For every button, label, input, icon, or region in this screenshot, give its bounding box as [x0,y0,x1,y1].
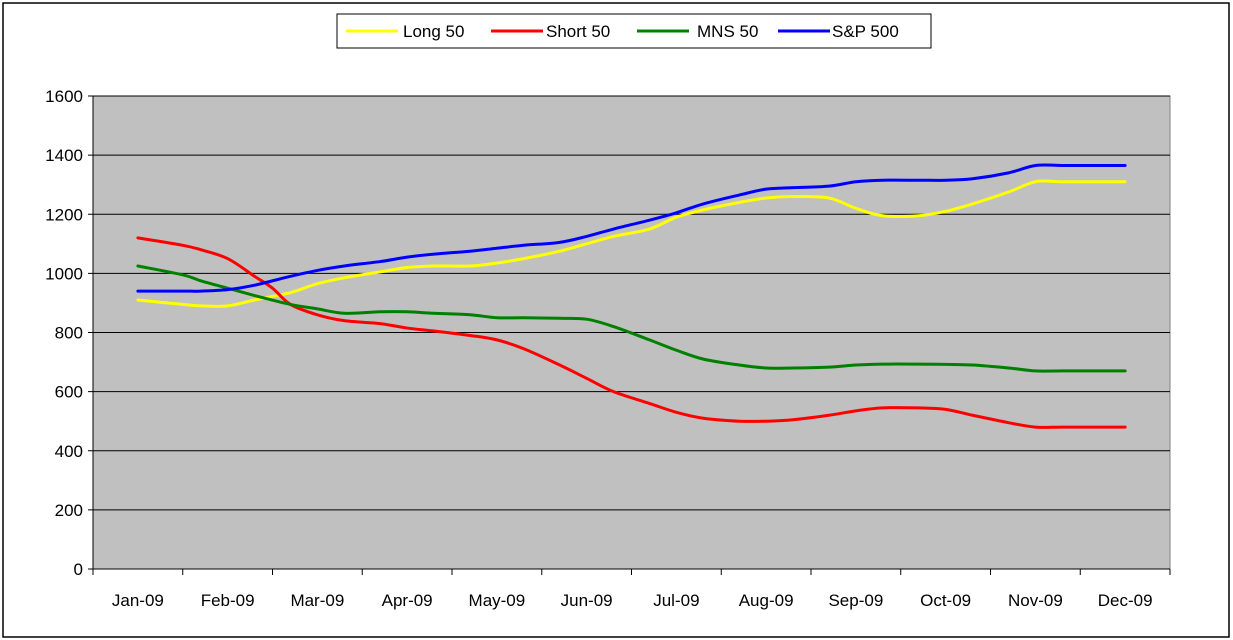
legend-label-long-50: Long 50 [403,22,464,41]
legend: Long 50 Short 50 MNS 50 S&P 500 [336,13,932,49]
x-tick-label-jun-09: Jun-09 [561,591,613,610]
y-tick-label-800: 800 [55,324,83,343]
y-tick-label-1000: 1000 [45,264,83,283]
y-tick-label-400: 400 [55,442,83,461]
y-tick-label-600: 600 [55,383,83,402]
y-tick-label-1400: 1400 [45,146,83,165]
axes: 0 200 400 600 800 1000 1200 1400 1600 Jan-09 Feb-0… [45,87,1171,610]
legend-label-mns-50: MNS 50 [697,22,758,41]
x-tick-label-oct-09: Oct-09 [920,591,971,610]
series-line-short-50 [136,236,1127,429]
x-tick-label-jan-09: Jan-09 [112,591,164,610]
x-tick-label-feb-09: Feb-09 [201,591,255,610]
series-line-s-p-500 [136,163,1127,293]
x-tick-label-jul-09: Jul-09 [653,591,699,610]
series-line-mns-50 [136,264,1127,373]
y-tick-label-0: 0 [74,560,83,579]
y-tick-label-200: 200 [55,501,83,520]
legend-label-short-50: Short 50 [546,22,610,41]
x-tick-label-apr-09: Apr-09 [382,591,433,610]
gridlines [93,95,1170,511]
x-tick-label-sep-09: Sep-09 [828,591,883,610]
series-line-long-50 [136,179,1127,308]
x-tick-label-mar-09: Mar-09 [290,591,344,610]
x-tick-label-aug-09: Aug-09 [739,591,794,610]
y-tick-label-1600: 1600 [45,87,83,106]
series-lines [136,163,1127,429]
legend-label-sp-500: S&P 500 [832,22,899,41]
x-tick-label-may-09: May-09 [469,591,526,610]
y-tick-label-1200: 1200 [45,205,83,224]
x-tick-label-dec-09: Dec-09 [1098,591,1153,610]
legend-box [336,13,932,49]
x-tick-label-nov-09: Nov-09 [1008,591,1063,610]
